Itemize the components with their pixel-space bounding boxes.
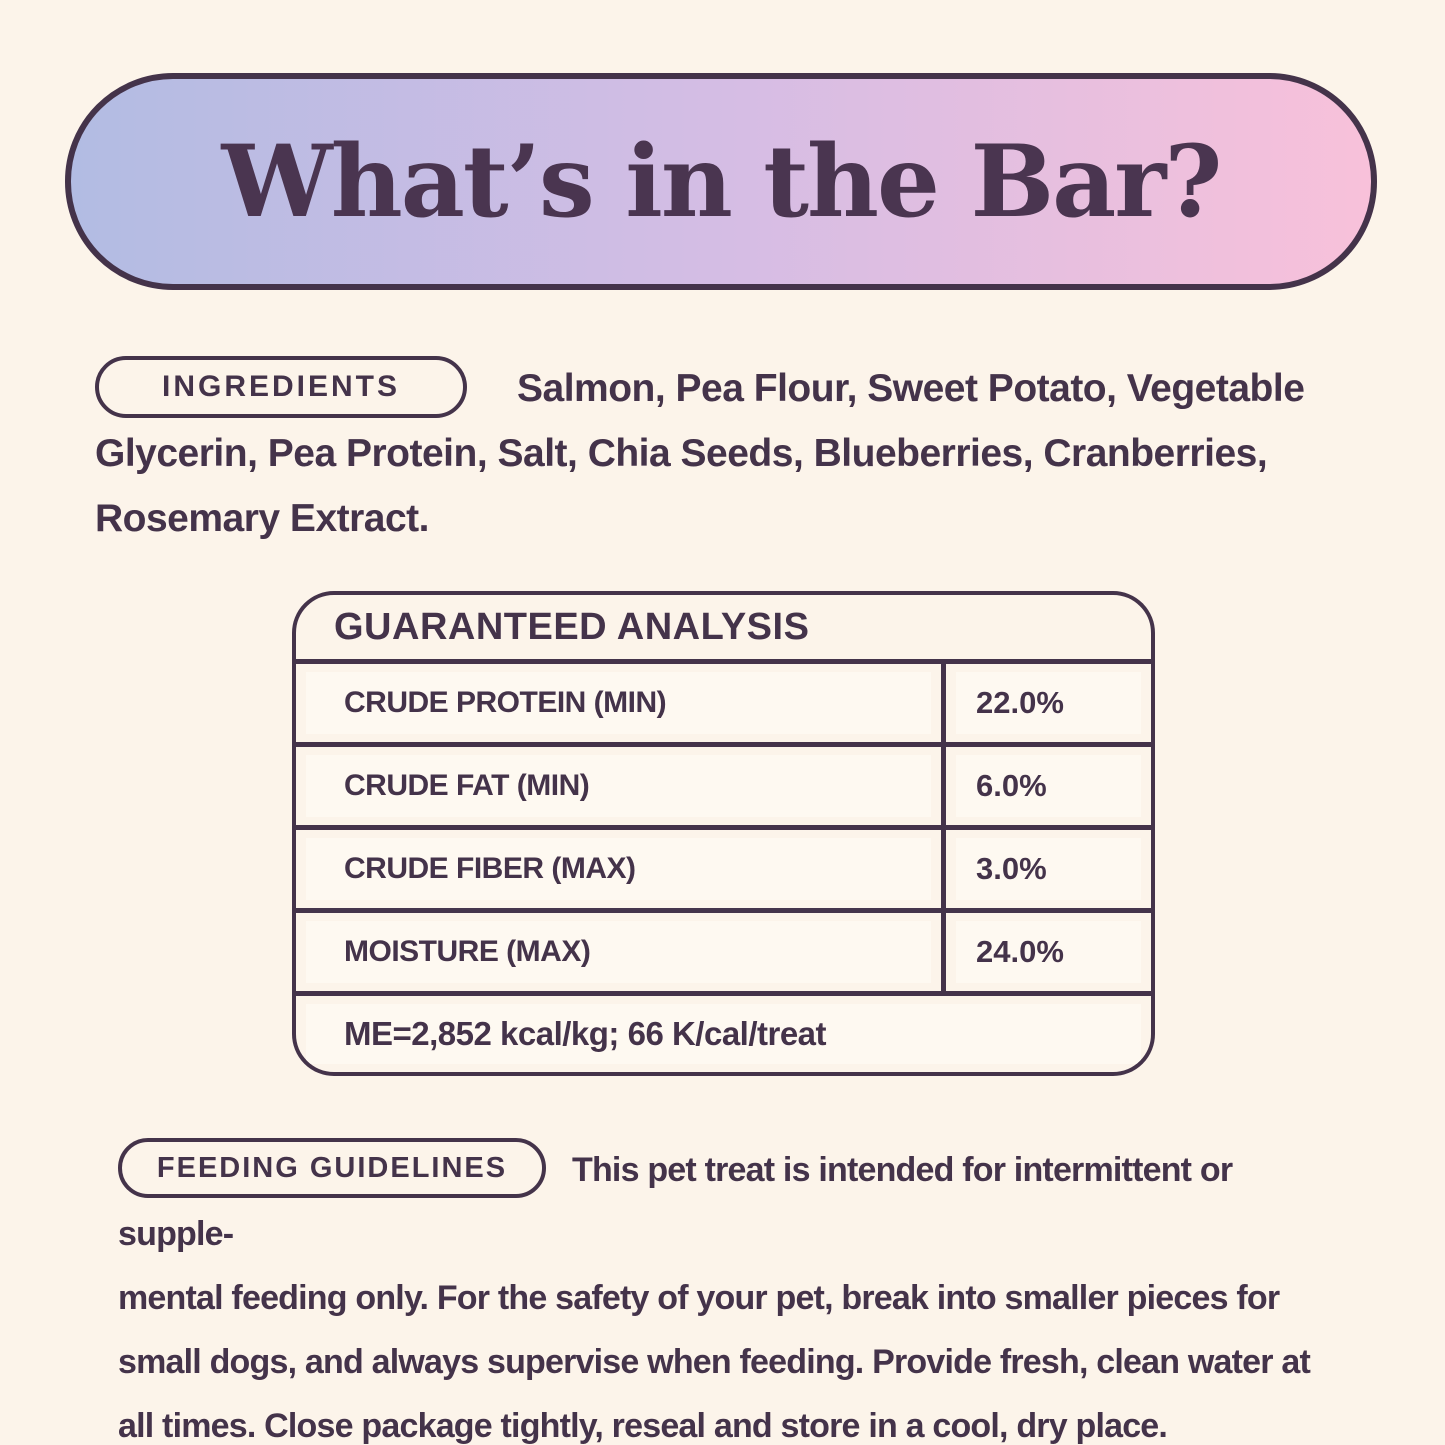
- table-row: CRUDE PROTEIN (MIN) 22.0%: [296, 664, 1151, 747]
- cell-fill: [306, 921, 931, 983]
- cell-fill: [306, 838, 931, 900]
- header-banner: What’s in the Bar?: [65, 73, 1377, 290]
- feeding-guidelines-label: FEEDING GUIDELINES: [156, 1151, 508, 1184]
- cell-fill: [306, 1004, 1141, 1064]
- cell-fill: [956, 672, 1141, 734]
- row-value: 24.0%: [941, 913, 1151, 991]
- cell-fill: [956, 838, 1141, 900]
- cell-fill: [306, 672, 931, 734]
- row-label: CRUDE PROTEIN (MIN): [296, 664, 941, 742]
- analysis-title: GUARANTEED ANALYSIS: [296, 595, 1151, 664]
- ingredients-label-pill: INGREDIENTS: [95, 356, 467, 418]
- row-label: CRUDE FAT (MIN): [296, 747, 941, 825]
- table-row: CRUDE FAT (MIN) 6.0%: [296, 747, 1151, 830]
- cell-fill: [306, 755, 931, 817]
- feeding-guidelines-section: FEEDING GUIDELINES This pet treat is int…: [118, 1138, 1350, 1445]
- row-label: CRUDE FIBER (MAX): [296, 830, 941, 908]
- ingredients-text: Salmon, Pea Flour, Sweet Potato, Vegetab…: [95, 367, 1305, 540]
- cell-fill: [956, 755, 1141, 817]
- row-value: 3.0%: [941, 830, 1151, 908]
- guaranteed-analysis-table: GUARANTEED ANALYSIS CRUDE PROTEIN (MIN) …: [292, 591, 1155, 1076]
- table-row: CRUDE FIBER (MAX) 3.0%: [296, 830, 1151, 913]
- cell-fill: [956, 921, 1141, 983]
- row-label: MOISTURE (MAX): [296, 913, 941, 991]
- ingredients-section: INGREDIENTS Salmon, Pea Flour, Sweet Pot…: [95, 356, 1350, 551]
- page-title: What’s in the Bar?: [221, 123, 1223, 240]
- table-row: MOISTURE (MAX) 24.0%: [296, 913, 1151, 996]
- feeding-guidelines-label-pill: FEEDING GUIDELINES: [118, 1138, 546, 1198]
- me-footnote: ME=2,852 kcal/kg; 66 K/cal/treat: [296, 996, 1151, 1072]
- feeding-guidelines-text: This pet treat is intended for intermitt…: [118, 1151, 1311, 1445]
- ingredients-label: INGREDIENTS: [161, 370, 401, 403]
- row-value: 6.0%: [941, 747, 1151, 825]
- row-value: 22.0%: [941, 664, 1151, 742]
